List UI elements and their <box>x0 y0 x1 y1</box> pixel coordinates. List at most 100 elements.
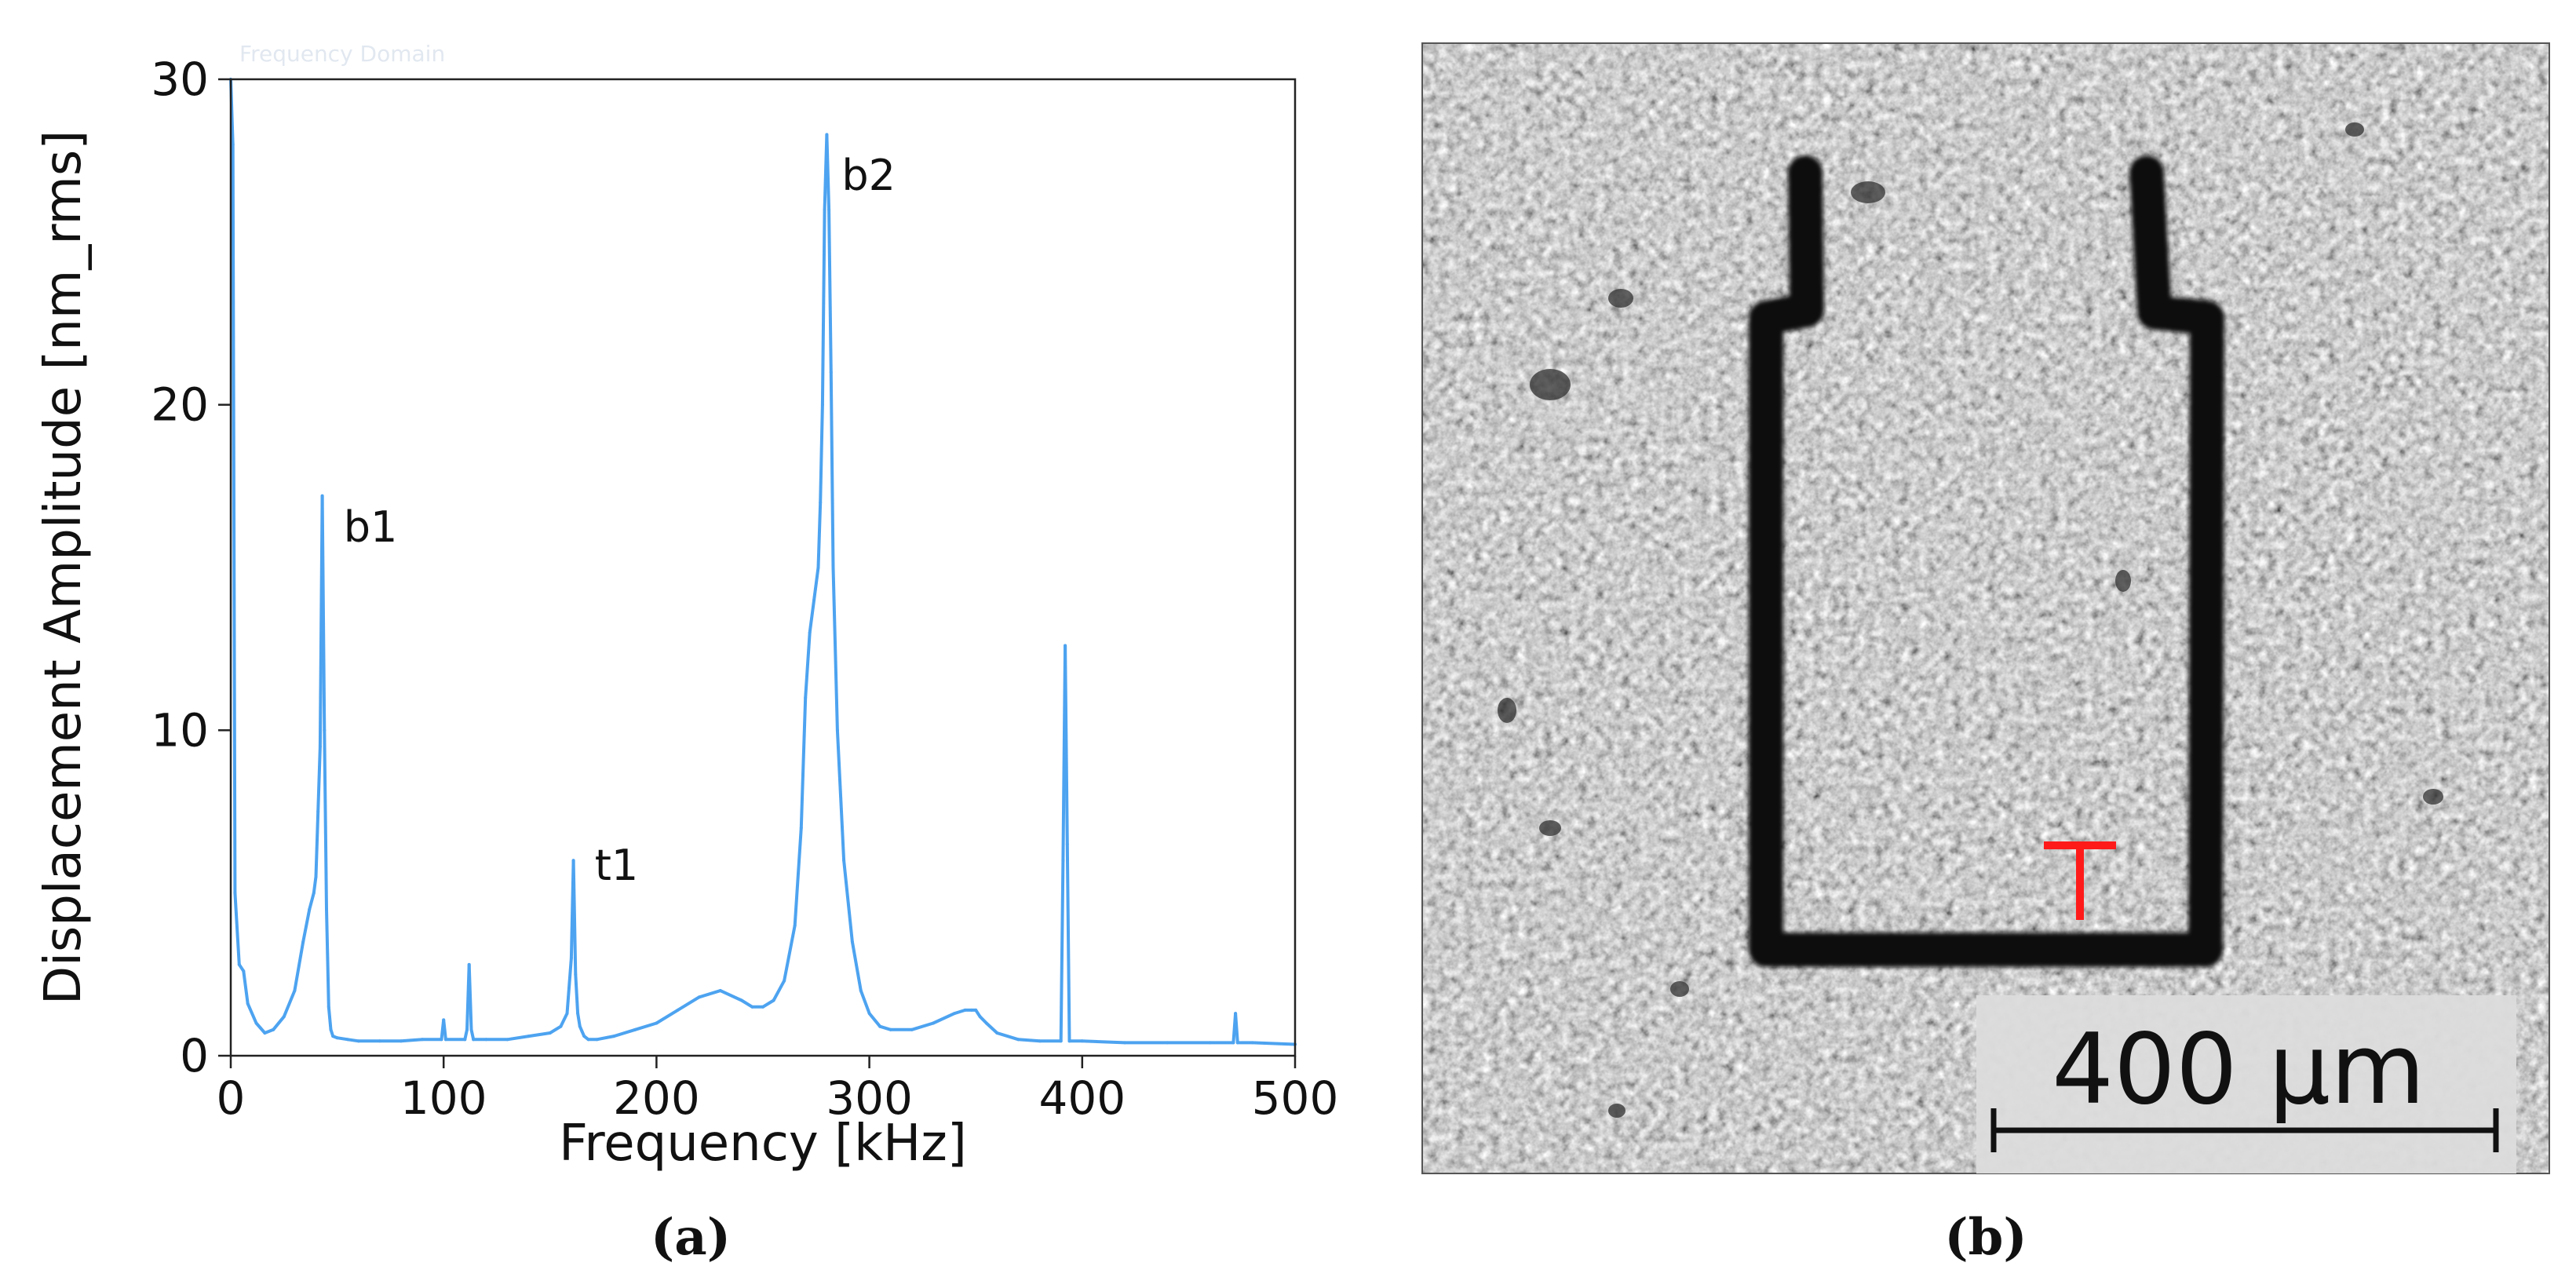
peak-label: b2 <box>841 151 896 200</box>
spectrum-segment <box>463 1027 469 1042</box>
spectrum-segment <box>842 859 854 943</box>
scale-bar-box <box>1976 995 2516 1173</box>
spectrum-segment <box>812 566 820 602</box>
chart-faint-title: Frequency Domain <box>239 41 445 67</box>
y-tick-label: 30 <box>151 53 209 106</box>
spectrum-segment <box>816 501 823 569</box>
spectrum-segment <box>761 998 775 1009</box>
spectrum-segment <box>831 566 839 732</box>
spectrum-segment <box>953 1008 967 1016</box>
x-tick-label: 500 <box>1252 1071 1339 1125</box>
spectrum-segment <box>246 1002 258 1025</box>
spectrum-segment <box>548 1024 563 1035</box>
spectrum-segment <box>571 859 578 976</box>
x-tick-label: 200 <box>613 1071 700 1125</box>
spectrum-segment <box>655 1008 680 1025</box>
spectrum-segment <box>469 1027 476 1042</box>
spectrum-segment <box>827 207 833 374</box>
spectrum-segment <box>820 207 826 407</box>
spectrum-segment <box>1064 644 1069 846</box>
panel-b-caption: (b) <box>1944 1208 2027 1267</box>
spectrum-segment <box>825 133 831 211</box>
spectrum-segment <box>314 810 320 878</box>
spectrum-segment <box>327 1005 333 1031</box>
spectrum-segment <box>576 1012 582 1028</box>
spectrum-segment <box>272 1015 286 1031</box>
spectrum-segment <box>835 728 846 863</box>
spectrum-segment <box>301 907 312 943</box>
spectrum-segment <box>505 1035 531 1042</box>
spectrum-segment <box>233 891 241 966</box>
spectrum-segment <box>1250 1041 1297 1046</box>
panel-a-caption: (a) <box>651 1208 731 1267</box>
spectrum-segment <box>932 1012 957 1025</box>
x-tick-label: 400 <box>1038 1071 1126 1125</box>
spectrum-segment <box>783 924 797 983</box>
spectrum-segment <box>995 1031 1020 1042</box>
spectrum-segment <box>316 745 322 813</box>
measurement-point-marker <box>2044 841 2116 920</box>
x-tick-label: 0 <box>217 1071 246 1125</box>
y-tick-label: 20 <box>151 378 209 432</box>
spectrum-segment <box>804 630 812 699</box>
spectrum-segment <box>282 989 297 1019</box>
x-tick-label: 300 <box>826 1071 913 1125</box>
spectrum-segment <box>565 956 573 1016</box>
spectrum-segment <box>867 1012 882 1028</box>
spectrum-segment <box>335 1036 350 1042</box>
spectrum-segment <box>739 998 754 1009</box>
spectrum-segment <box>574 973 580 1016</box>
x-tick-label: 100 <box>400 1071 487 1125</box>
spectrum-segment <box>878 1024 892 1031</box>
peak-label: t1 <box>595 841 639 890</box>
micrograph-image <box>1422 43 2549 1173</box>
spectrum-segment <box>467 962 473 1031</box>
spectrum-segment <box>808 598 816 634</box>
plot-frame <box>229 78 1297 1057</box>
spectrum-segment <box>697 989 722 999</box>
spectrum-segment <box>793 826 803 928</box>
spectrum-segment <box>400 1038 425 1043</box>
spectrum-segment <box>1016 1038 1042 1043</box>
cantilever-outline <box>1749 155 2224 967</box>
y-axis-label: Displacement Amplitude [nm_rms] <box>35 130 93 1005</box>
y-axis-ticks: 0 10 20 30 <box>151 53 231 1082</box>
spectrum-segment <box>293 940 305 993</box>
spectrum-segment <box>984 1021 999 1035</box>
spectrum-segment <box>1080 1039 1126 1045</box>
spectrum-segment <box>910 1021 935 1031</box>
spectrum-segment <box>346 1038 360 1043</box>
debris-specks <box>1498 122 2443 1118</box>
scale-bar <box>1990 1108 2499 1152</box>
spectrum-segment <box>799 695 808 830</box>
spectrum-segment <box>612 1027 637 1038</box>
x-axis-ticks: 0 100 200 300 400 500 <box>217 1056 1339 1125</box>
y-tick-label: 10 <box>151 703 209 757</box>
peak-label: b1 <box>344 502 398 552</box>
spectrum-segment <box>859 989 871 1016</box>
scale-bar-label: 400 µm <box>2052 1013 2425 1126</box>
spectrum-segment <box>323 728 328 911</box>
spectrum-series <box>229 78 1297 1046</box>
spectrum-segment <box>819 403 824 505</box>
micrograph-panel: 400 µm (b) <box>1421 42 2550 1267</box>
spectrum-segment <box>829 370 835 569</box>
x-axis-label: Frequency [kHz] <box>559 1115 967 1173</box>
spectrum-segment <box>718 989 743 1002</box>
peak-annotations: b1 t1 b2 <box>344 151 896 890</box>
spectrum-segment <box>325 907 330 1009</box>
spectrum-segment <box>320 494 327 732</box>
spectrum-segment <box>1065 842 1071 1043</box>
spectrum-segment <box>527 1031 552 1038</box>
spectrum-segment <box>772 979 786 1002</box>
spectrum-segment <box>242 969 250 1005</box>
spectrum-segment <box>308 891 316 911</box>
spectrum-segment <box>633 1021 659 1031</box>
spectrum-segment <box>1234 1012 1239 1045</box>
y-tick-label: 0 <box>180 1029 209 1082</box>
spectrum-segment <box>676 995 701 1012</box>
spectrum-segment <box>1059 859 1065 1043</box>
spectrum-segment <box>312 874 318 895</box>
spectrum-segment <box>254 1021 267 1035</box>
spectrum-segment <box>595 1035 616 1042</box>
